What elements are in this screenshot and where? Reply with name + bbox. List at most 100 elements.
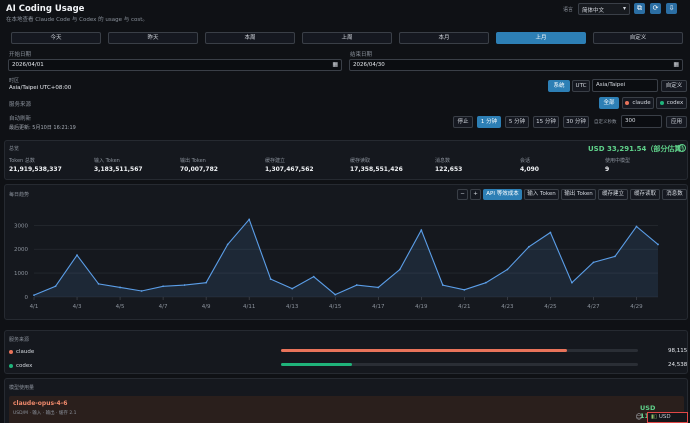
source-bar-claude: [281, 349, 567, 352]
copy-icon[interactable]: ⧉: [634, 3, 645, 14]
source-row-claude: claude: [9, 348, 34, 355]
metric-output-token-button[interactable]: 输出 Token: [561, 189, 596, 200]
trend-point: [463, 288, 466, 291]
tab-last-month[interactable]: 上月: [496, 32, 586, 44]
metric-label: 使用中模型: [605, 158, 631, 164]
trend-point: [226, 243, 229, 246]
timezone-value: Asia/Taipei UTC+08:00: [9, 85, 72, 91]
metric-label: 缓存读取: [350, 158, 371, 164]
zoom-in-button[interactable]: +: [470, 189, 481, 200]
codex-dot: [659, 100, 664, 105]
calendar-icon[interactable]: ▦: [332, 61, 338, 68]
model-sub: USD/M · 输入 · 输出 · 缓存 2.1: [13, 411, 77, 416]
refresh-15min-button[interactable]: 15 分钟: [533, 116, 559, 128]
refresh-apply-button[interactable]: 应用: [666, 116, 687, 128]
tz-utc-button[interactable]: UTC: [572, 80, 590, 92]
source-claude-button[interactable]: claude: [622, 97, 654, 109]
metric-cache-create-button[interactable]: 缓存建立: [598, 189, 628, 200]
source-claude-label: claude: [632, 100, 651, 106]
trend-point: [355, 284, 358, 286]
x-tick-label: 4/3: [73, 304, 82, 310]
trend-point: [33, 294, 35, 296]
trend-point: [657, 243, 659, 246]
x-tick-label: 4/27: [587, 304, 600, 310]
trend-point: [506, 268, 509, 271]
x-tick-label: 4/7: [159, 304, 168, 310]
tab-yesterday[interactable]: 昨天: [108, 32, 198, 44]
start-date-input[interactable]: 2026/04/01 ▦: [8, 59, 342, 71]
y-tick-label: 1000: [14, 271, 28, 277]
source-all-button[interactable]: 全部: [599, 97, 619, 109]
x-tick-label: 4/13: [286, 304, 299, 310]
metric-label: 缓存建立: [265, 158, 286, 164]
source-bar-codex: [281, 363, 353, 366]
trend-point: [119, 286, 121, 289]
trend-point: [248, 218, 251, 221]
refresh-5min-button[interactable]: 5 分钟: [505, 116, 529, 128]
tz-input[interactable]: Asia/Taipei: [592, 79, 658, 92]
custom-seconds-input[interactable]: 300: [621, 115, 662, 128]
status-cost-label: USD 33.3K: [658, 414, 671, 420]
metric-label: 会话: [520, 158, 531, 164]
summary-panel: [4, 140, 688, 180]
x-tick-label: 4/9: [202, 304, 211, 310]
model-name: claude-opus-4-6: [13, 400, 68, 407]
custom-seconds-label: 自定义秒数: [594, 120, 617, 125]
tab-today[interactable]: 今天: [11, 32, 101, 44]
tab-this-week[interactable]: 本周: [205, 32, 295, 44]
y-tick-label: 3000: [14, 223, 28, 229]
refresh-1min-button[interactable]: 1 分钟: [477, 116, 501, 128]
trend-point: [291, 287, 294, 290]
trend-point: [592, 261, 595, 264]
model-card[interactable]: [9, 396, 684, 423]
trend-label: 每日趋势: [9, 192, 30, 198]
y-tick-label: 0: [25, 295, 29, 301]
status-cost-badge[interactable]: ▮▯ USD 33.3K: [647, 412, 688, 423]
source-bar-track: [281, 363, 638, 366]
info-icon[interactable]: i: [678, 144, 686, 152]
sources-label: 服务来源: [9, 337, 30, 343]
page-title: AI Coding Usage: [6, 4, 85, 14]
metric-value: 1,307,467,562: [265, 166, 314, 173]
x-tick-label: 4/11: [243, 304, 255, 310]
metric-value: 3,183,511,567: [94, 166, 143, 173]
tab-this-month[interactable]: 本月: [399, 32, 489, 44]
source-codex-label: codex: [666, 100, 684, 106]
tz-system-button[interactable]: 系统: [548, 80, 570, 92]
source-bar-track: [281, 349, 638, 352]
metric-value: 21,919,538,337: [9, 166, 62, 173]
refresh-icon[interactable]: ⟳: [650, 3, 661, 14]
zoom-out-button[interactable]: −: [457, 189, 468, 200]
source-codex-button[interactable]: codex: [656, 97, 687, 109]
calendar-icon[interactable]: ▦: [673, 61, 679, 68]
refresh-30min-button[interactable]: 30 分钟: [563, 116, 589, 128]
refresh-stop-button[interactable]: 停止: [453, 116, 473, 128]
end-date-input[interactable]: 2026/04/30 ▦: [349, 59, 683, 71]
start-date-label: 开始日期: [9, 52, 32, 58]
tab-custom[interactable]: 自定义: [593, 32, 683, 44]
metric-value: 70,007,782: [180, 166, 218, 173]
metric-input-token-button[interactable]: 输入 Token: [524, 189, 559, 200]
timezone-label: 时区: [9, 78, 20, 84]
models-label: 模型使用量: [9, 385, 35, 391]
metric-label: Token 总数: [9, 158, 35, 164]
trend-panel: [4, 184, 688, 320]
metric-api-cost-button[interactable]: API 等效成本: [483, 189, 522, 200]
trend-area: [34, 219, 658, 297]
trend-point: [484, 281, 487, 284]
metric-value: 9: [605, 166, 610, 173]
page-subtitle: 在本地查看 Claude Code 与 Codex 的 usage 与 cost…: [6, 17, 148, 23]
y-tick-label: 2000: [14, 247, 28, 253]
language-select[interactable]: 简体中文: [578, 3, 630, 15]
trend-point: [635, 225, 638, 228]
smile-icon[interactable]: ☺: [635, 413, 643, 421]
tab-last-week[interactable]: 上周: [302, 32, 392, 44]
x-tick-label: 4/1: [30, 304, 39, 310]
trend-line: [33, 218, 659, 296]
metric-messages-button[interactable]: 消息数: [662, 189, 687, 200]
metric-cache-read-button[interactable]: 缓存读取: [630, 189, 660, 200]
tz-custom-button[interactable]: 自定义: [661, 80, 687, 92]
export-icon[interactable]: ⇩: [666, 3, 677, 14]
x-tick-label: 4/21: [458, 304, 470, 310]
x-tick-label: 4/17: [372, 304, 385, 310]
